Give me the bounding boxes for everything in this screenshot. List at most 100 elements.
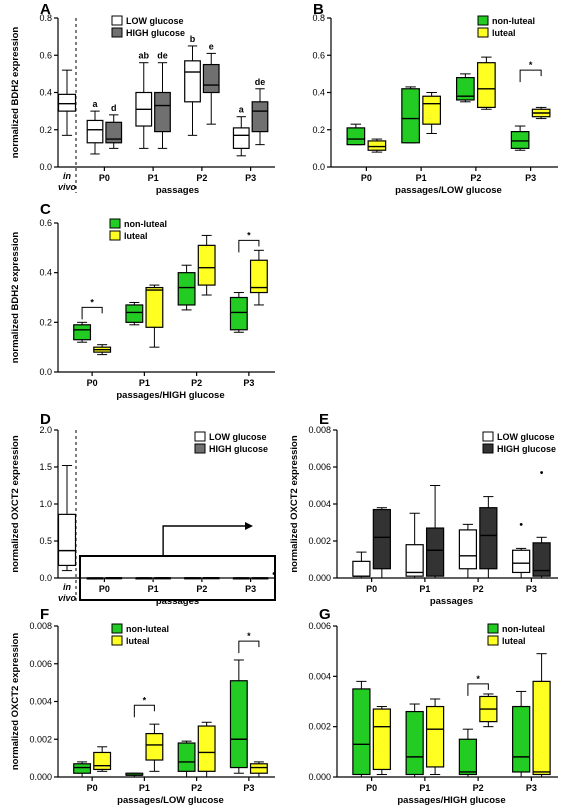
box (86, 119, 104, 144)
box-plot (249, 761, 268, 778)
x-axis-title: passages/HIGH glucose (397, 795, 505, 806)
x-axis-title: passages/LOW glucose (395, 185, 502, 196)
legend-swatch (194, 431, 206, 442)
significance-bracket: * (238, 631, 260, 654)
x-tick-label: P3 (243, 783, 254, 793)
significance-star: * (247, 631, 251, 641)
box-plot (125, 772, 144, 778)
y-axis-title: normalized BDH2 expression (10, 27, 21, 159)
y-tick-label: 2.0 (39, 425, 52, 435)
invivo-label: in (63, 582, 72, 592)
legend-label: luteal (126, 636, 150, 646)
box (177, 742, 196, 772)
legend-item: non-luteal (109, 218, 167, 229)
y-tick-label: 0.5 (39, 536, 52, 546)
legend-swatch (477, 27, 489, 38)
legend-swatch (482, 431, 494, 442)
y-tick-label: 1.5 (39, 462, 52, 472)
group-letter: de (157, 51, 168, 61)
x-tick-label: P0 (87, 378, 98, 388)
legend-swatch (111, 15, 123, 26)
y-axis-title: normalized OXCT2 expression (10, 435, 21, 572)
box (229, 680, 248, 769)
significance-star: * (476, 674, 480, 684)
box-plot (125, 301, 144, 326)
box-plot (145, 284, 164, 348)
legend-item: HIGH glucose (482, 443, 556, 454)
group-letter: ab (139, 51, 150, 61)
group-letter: a (239, 105, 245, 115)
box-plot (512, 547, 531, 579)
box-plot (422, 92, 441, 134)
x-tick-label: P2 (473, 584, 484, 594)
box (532, 542, 551, 577)
x-tick-label: P1 (139, 378, 150, 388)
box-plot (202, 577, 220, 580)
box (532, 680, 551, 776)
box (352, 688, 371, 776)
y-tick-label: 0.004 (308, 499, 331, 509)
outlier-point (519, 522, 523, 526)
significance-star: * (143, 695, 147, 705)
x-tick-label: P1 (416, 173, 427, 183)
legend-label: luteal (124, 231, 148, 241)
box-plot (352, 680, 371, 778)
chart-panel-f: F 0.000 0.002 0.004 0.006 0.008 normalized OXC… (10, 606, 275, 806)
box-plot (197, 234, 216, 296)
legend-swatch (109, 218, 121, 229)
box (456, 76, 475, 101)
x-tick-label: P0 (361, 173, 372, 183)
y-tick-label: 1.0 (39, 499, 52, 509)
x-tick-label: P2 (196, 173, 207, 183)
y-tick-label: 0.4 (312, 88, 325, 98)
legend-swatch (482, 443, 494, 454)
chart-panel-c: C 0.0 0.2 0.4 0.6 normalized BDH2 expression P… (10, 201, 275, 401)
box (512, 705, 531, 773)
axes (327, 17, 558, 171)
legend-label: non-luteal (126, 624, 169, 634)
box (352, 560, 371, 577)
y-tick-label: 0.0 (39, 162, 52, 172)
box-plot (532, 536, 551, 579)
y-tick-label: 0.002 (308, 536, 331, 546)
box (197, 244, 216, 286)
y-tick-label: 0.006 (29, 659, 52, 669)
legend-label: non-luteal (124, 219, 167, 229)
box-plot (458, 728, 478, 778)
chart-panel-g: G 0.000 0.002 0.004 0.006 P0 P1 P2 P3 passages/HI… (308, 606, 558, 806)
bracket-line (133, 704, 155, 718)
legend-label: HIGH glucose (497, 444, 556, 454)
box-plot (184, 577, 201, 580)
x-axis-title: passages/LOW glucose (117, 795, 224, 806)
group-letter: a (93, 99, 99, 109)
x-tick-label: P0 (99, 584, 110, 594)
panel-letter: B (313, 1, 324, 18)
legend-label: non-luteal (502, 624, 545, 634)
y-tick-label: 0.4 (39, 268, 52, 278)
x-tick-label: P2 (191, 783, 202, 793)
x-axis-title: passages (430, 596, 473, 607)
box (367, 140, 387, 151)
box (479, 507, 498, 570)
box-plot (401, 86, 420, 144)
invivo-label: vivo (58, 593, 77, 603)
box-plot (405, 512, 424, 579)
significance-star: * (247, 230, 251, 240)
bracket-line (238, 640, 260, 654)
chart-panel-b: B 0.0 0.2 0.4 0.6 0.8 P0 P1 P2 P3 passages/LOW glu… (312, 1, 558, 196)
legend-label: LOW glucose (497, 432, 555, 442)
axes (54, 17, 275, 171)
legend-label: HIGH glucose (209, 444, 268, 454)
legend-swatch (477, 15, 489, 26)
box-plot (86, 577, 104, 580)
box (177, 272, 196, 306)
x-tick-label: P3 (245, 584, 256, 594)
box-plot (73, 321, 92, 343)
y-tick-label: 0.6 (312, 50, 325, 60)
box (458, 738, 478, 776)
box-plot (93, 344, 112, 356)
x-tick-label: P1 (419, 584, 430, 594)
x-tick-label: P2 (196, 584, 207, 594)
legend-swatch (487, 623, 499, 634)
invivo-label: in (63, 171, 72, 181)
